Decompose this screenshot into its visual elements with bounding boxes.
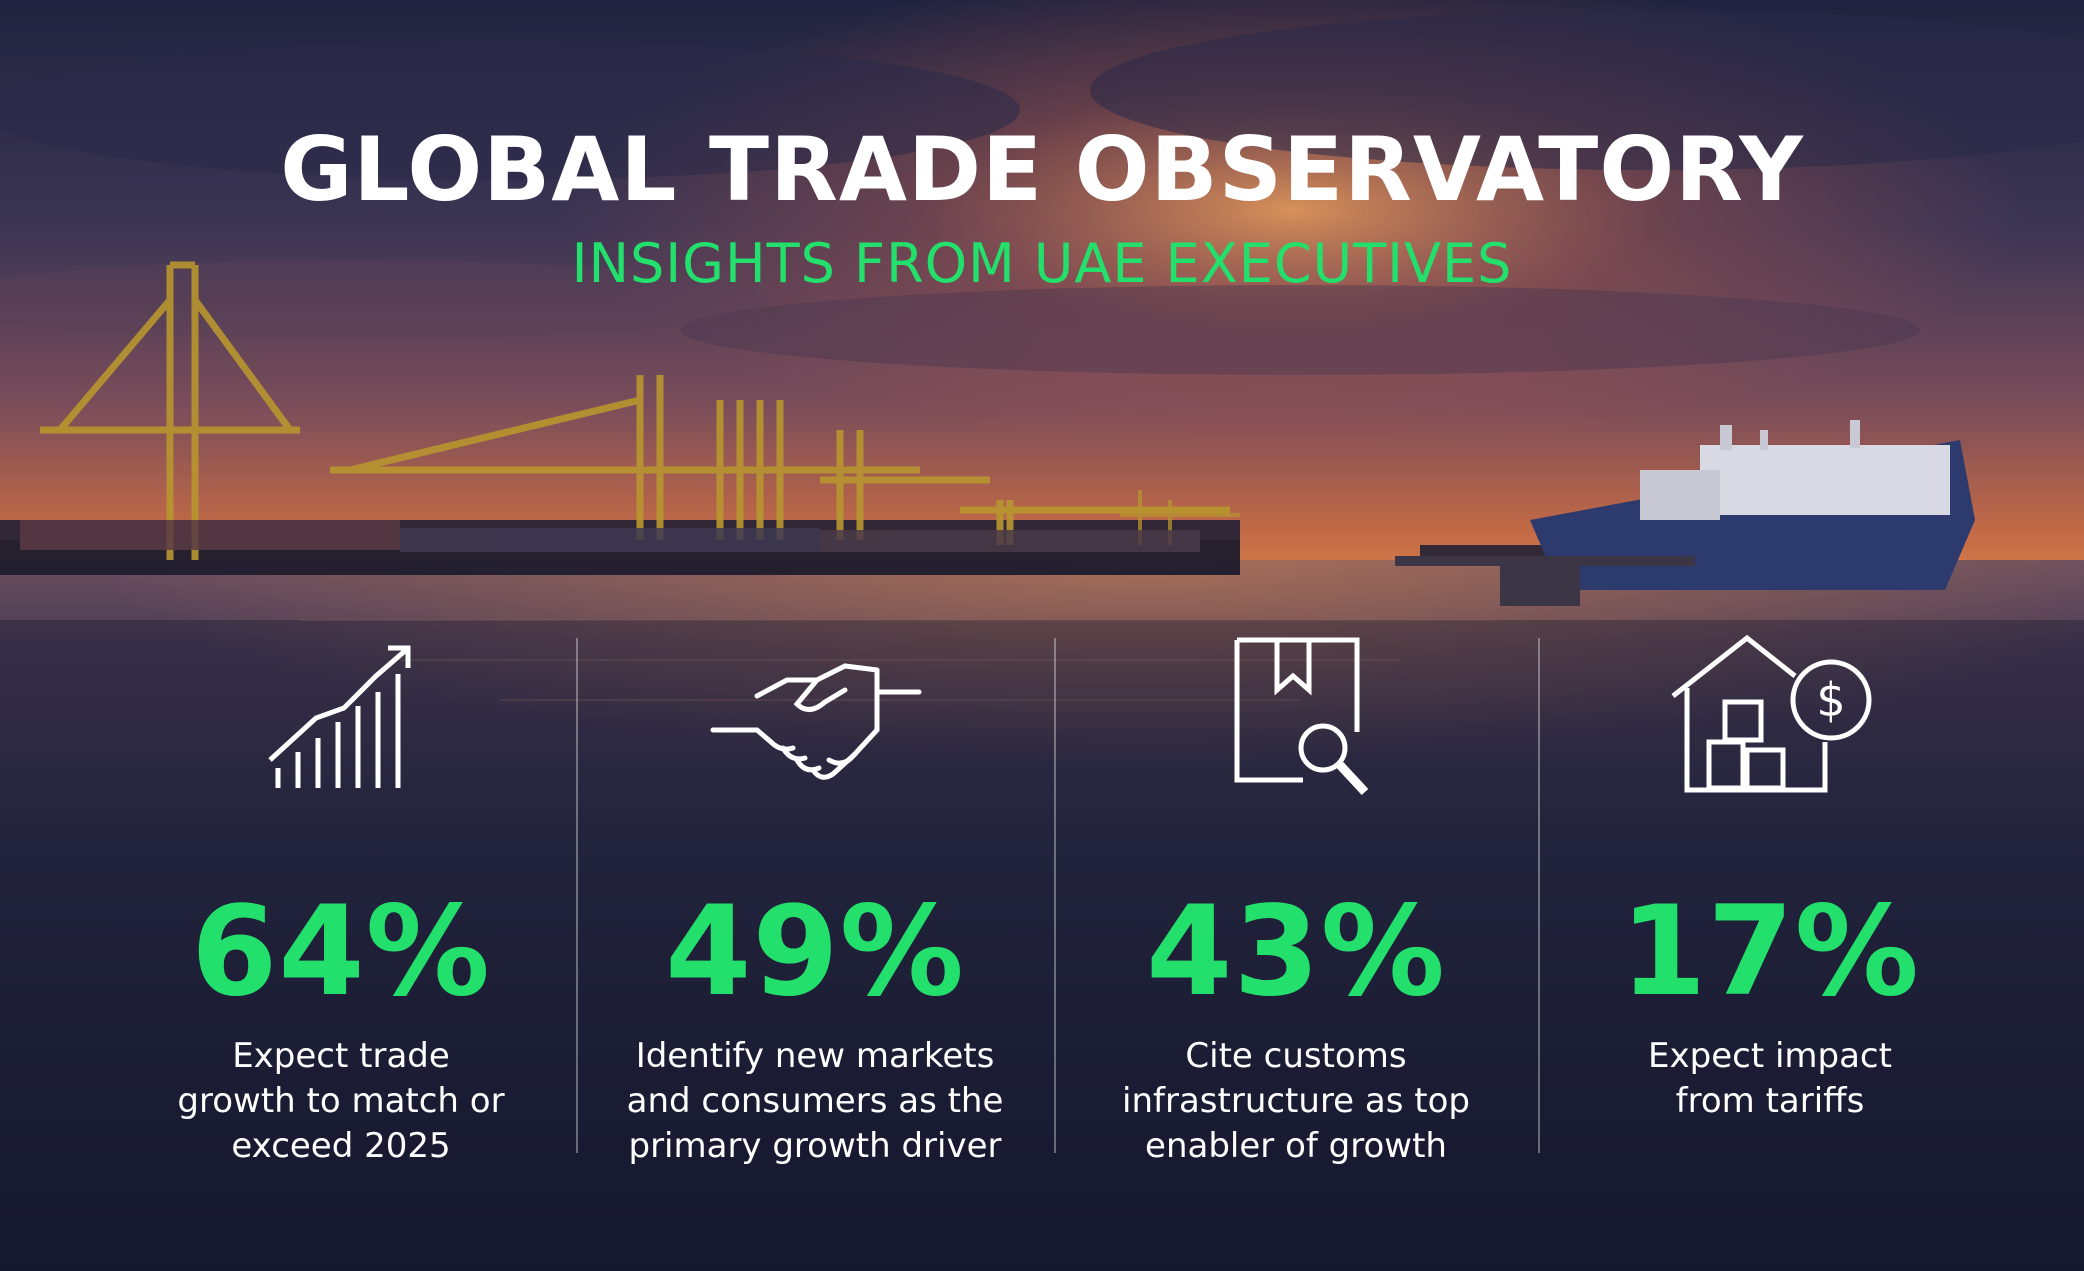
stat-description: Identify new markets and consumers as th… xyxy=(626,1036,1004,1166)
growth-chart-icon xyxy=(268,645,411,788)
stat-description: Expect trade growth to match or exceed 2… xyxy=(177,1036,505,1166)
column-divider xyxy=(1054,638,1056,1153)
stat-card-customs-infrastructure: 43% Cite customs infrastructure as top e… xyxy=(1066,630,1526,1169)
stat-card-tariff-impact: $ 17% Expect impact from tariffs xyxy=(1540,630,2000,1124)
warehouse-dollar-icon: $ xyxy=(1671,634,1872,793)
stat-description: Expect impact from tariffs xyxy=(1648,1036,1892,1121)
column-divider xyxy=(1538,638,1540,1153)
stat-value: 17% xyxy=(1620,880,1920,1024)
document-search-icon xyxy=(1234,637,1369,796)
stat-card-new-markets: 49% Identify new markets and consumers a… xyxy=(585,630,1045,1169)
handshake-icon xyxy=(710,663,922,780)
stat-value: 64% xyxy=(191,880,491,1024)
stat-card-trade-growth: 64% Expect trade growth to match or exce… xyxy=(111,630,571,1169)
page-title: GLOBAL TRADE OBSERVATORY xyxy=(280,118,1804,221)
stat-description: Cite customs infrastructure as top enabl… xyxy=(1122,1036,1470,1166)
column-divider xyxy=(576,638,578,1153)
stat-value: 49% xyxy=(665,880,965,1024)
svg-text:$: $ xyxy=(1816,673,1845,727)
stat-value: 43% xyxy=(1146,880,1446,1024)
page-subtitle: INSIGHTS FROM UAE EXECUTIVES xyxy=(571,232,1513,295)
